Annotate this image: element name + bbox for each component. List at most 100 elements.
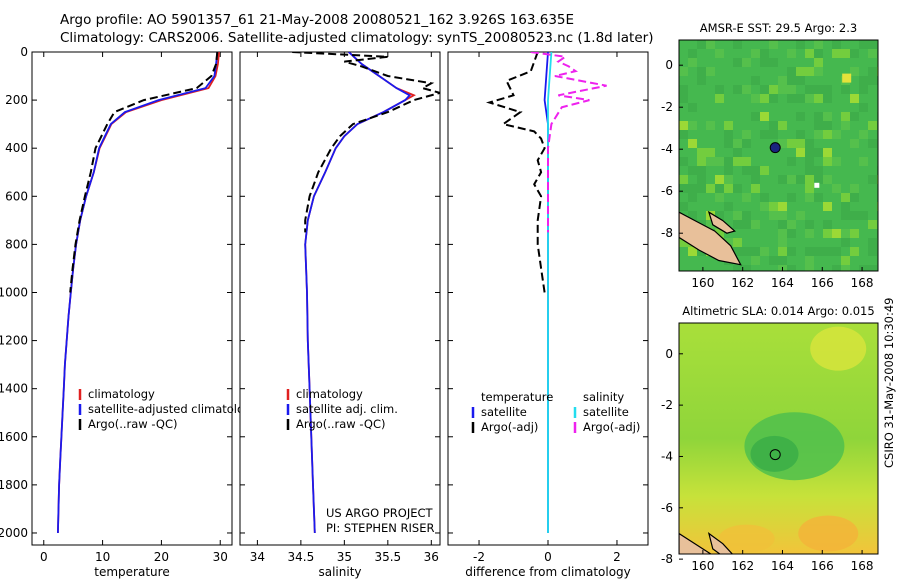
map-cell — [787, 76, 796, 85]
map-cell — [832, 229, 841, 238]
legend-label: Argo(-adj) — [481, 420, 538, 434]
map-cell — [850, 247, 859, 256]
map-cell — [868, 40, 877, 49]
map-cell — [688, 166, 697, 175]
map-cell — [814, 247, 823, 256]
map-cell — [787, 220, 796, 229]
map-cell — [760, 85, 769, 94]
map-cell — [868, 175, 877, 184]
map-cell — [679, 238, 688, 247]
map-frame — [678, 322, 879, 555]
map-warm-cell — [842, 73, 852, 83]
map-cell — [715, 94, 724, 103]
map-cell — [805, 256, 814, 265]
y-tick-label: -4 — [661, 142, 673, 156]
map-cell — [823, 148, 832, 157]
map-cell — [859, 76, 868, 85]
map-cell — [814, 85, 823, 94]
map-field — [679, 40, 878, 271]
series-line-argo-raw-qc- — [69, 52, 219, 293]
map-cell — [859, 103, 868, 112]
map-cell — [796, 148, 805, 157]
map-cell — [805, 157, 814, 166]
map-cell — [751, 76, 760, 85]
map-cell — [850, 211, 859, 220]
pi-label: PI: STEPHEN RISER — [326, 521, 435, 535]
map-cell — [760, 112, 769, 121]
map-cell — [688, 211, 697, 220]
map-cell — [823, 175, 832, 184]
map-cell — [733, 184, 742, 193]
map-cell — [832, 265, 841, 271]
sla-high-region-south — [798, 515, 859, 552]
y-tick-label: 800 — [5, 237, 28, 251]
map-cell — [823, 94, 832, 103]
sla-low-core — [750, 435, 799, 472]
x-tick-label: 164 — [771, 559, 794, 573]
map-cell — [679, 85, 688, 94]
x-tick-label: 162 — [731, 559, 754, 573]
legend-title-temperature: temperature — [481, 390, 553, 404]
legend-label: satellite-adjusted climatology — [88, 402, 258, 416]
x-tick-label: 35.5 — [374, 550, 401, 564]
map-cell — [787, 49, 796, 58]
map-cell — [805, 148, 814, 157]
map-cell — [832, 184, 841, 193]
map-cell — [805, 247, 814, 256]
map-cell — [769, 121, 778, 130]
climatology-title: Climatology: CARS2006. Satellite-adjuste… — [60, 30, 654, 46]
x-tick-label: 34 — [250, 550, 265, 564]
map-cell — [733, 247, 742, 256]
map-cell — [679, 157, 688, 166]
plot-frame — [31, 51, 233, 546]
map-cell — [823, 247, 832, 256]
map-cell — [805, 184, 814, 193]
map-cell — [778, 202, 787, 211]
map-cell — [706, 220, 715, 229]
map-cell — [787, 247, 796, 256]
map-title: AMSR-E SST: 29.5 Argo: 2.3 — [700, 21, 857, 35]
map-cell — [841, 49, 850, 58]
map-cell — [778, 76, 787, 85]
map-cell — [787, 265, 796, 271]
map-cell — [841, 238, 850, 247]
map-cell — [778, 121, 787, 130]
map-cell — [823, 121, 832, 130]
series-group — [57, 52, 220, 534]
legend-label: satellite — [583, 405, 629, 419]
map-cell — [760, 202, 769, 211]
map-cell — [832, 40, 841, 49]
x-tick-label: 160 — [691, 559, 714, 573]
map-cell — [868, 247, 877, 256]
map-cell — [724, 166, 733, 175]
map-cell — [778, 220, 787, 229]
series-line-satellite-adj-clim- — [304, 52, 412, 534]
map-cell — [823, 157, 832, 166]
map-cell — [679, 121, 688, 130]
map-cell — [769, 130, 778, 139]
map-cell — [733, 220, 742, 229]
series-group — [292, 52, 440, 534]
x-tick-label: 30 — [213, 550, 228, 564]
map-cell — [859, 85, 868, 94]
x-tick-label: 168 — [851, 276, 874, 290]
map-cell — [841, 229, 850, 238]
map-cell — [859, 157, 868, 166]
y-tick-label: 2000 — [0, 526, 28, 540]
map-cell — [679, 94, 688, 103]
x-axis-label: temperature — [94, 565, 169, 579]
map-cell — [787, 229, 796, 238]
sla-map: Altimetric SLA: 0.014 Argo: 0.015 160 162 1… — [661, 304, 879, 573]
map-cell — [742, 157, 751, 166]
map-cell — [805, 67, 814, 76]
coastline-island — [679, 211, 742, 266]
map-cell — [688, 58, 697, 67]
map-cell — [742, 130, 751, 139]
map-cell — [697, 67, 706, 76]
y-tick-label: 1800 — [0, 478, 28, 492]
map-cell — [814, 112, 823, 121]
y-tick-label: 1000 — [0, 285, 28, 299]
map-cell — [679, 202, 688, 211]
map-cell — [715, 157, 724, 166]
map-cell — [679, 130, 688, 139]
